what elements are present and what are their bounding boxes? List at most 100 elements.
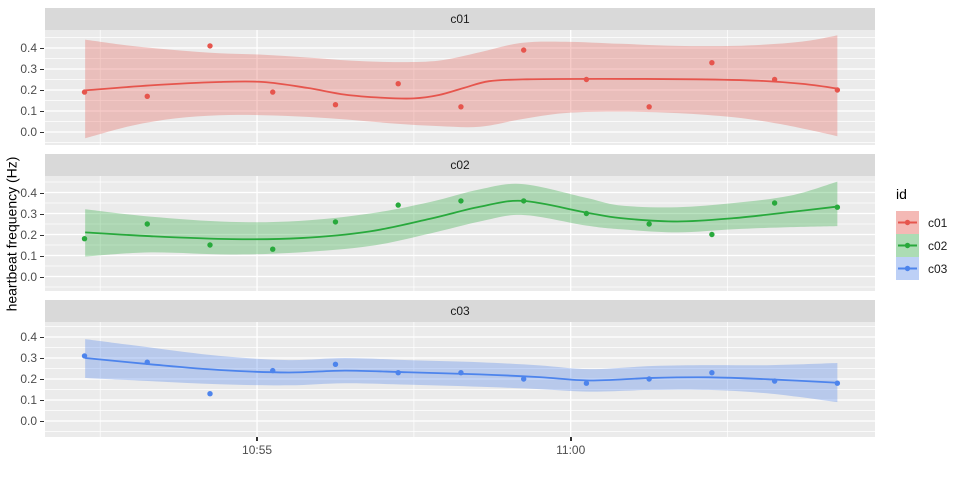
- data-point: [646, 104, 652, 110]
- legend-key-marker: [898, 242, 917, 249]
- plot-panel-c02: [45, 176, 875, 291]
- facet-strip-c03: c03: [45, 300, 875, 322]
- data-point: [771, 378, 778, 384]
- legend-swatch-c01: [896, 211, 919, 234]
- y-tick-mark: [40, 111, 44, 112]
- data-point: [395, 370, 401, 376]
- y-tick-mark: [40, 213, 44, 215]
- data-point: [207, 242, 213, 248]
- confidence-band: [85, 181, 838, 257]
- data-point: [458, 104, 464, 110]
- legend-point: [904, 219, 911, 226]
- legend-title: id: [896, 186, 907, 202]
- data-point: [834, 204, 841, 210]
- y-tick-label: 0.4: [20, 185, 37, 200]
- y-tick-label: 0.2: [20, 83, 37, 97]
- data-point: [646, 376, 652, 382]
- plot-area-c01: [45, 30, 875, 145]
- y-tick-mark: [40, 255, 44, 257]
- y-tick-label: 0.1: [20, 393, 37, 407]
- x-axis: 10:55 11:00: [45, 437, 875, 461]
- y-tick-mark: [40, 234, 44, 236]
- x-tick-label: 11:00: [556, 443, 586, 457]
- data-point: [270, 367, 276, 374]
- data-point: [458, 198, 464, 204]
- y-tick-label: 0.4: [20, 41, 37, 55]
- y-tick-label: 0.0: [20, 269, 37, 284]
- y-tick-label: 0.0: [20, 414, 37, 428]
- y-tick-label: 0.1: [20, 248, 37, 263]
- y-tick-mark: [40, 400, 44, 401]
- data-point: [270, 246, 276, 252]
- x-tick-mark: [256, 437, 259, 441]
- data-point: [207, 391, 213, 397]
- legend-key-c01: c01: [896, 211, 960, 234]
- data-point: [207, 43, 213, 49]
- y-axis-c03: 0.4 0.3 0.2 0.1 0.0: [0, 322, 45, 437]
- data-point: [144, 359, 150, 365]
- facet-strip-c02: c02: [45, 154, 875, 176]
- data-point: [458, 370, 464, 376]
- facet-strip-label: c03: [450, 304, 470, 318]
- data-point: [771, 76, 778, 83]
- y-tick-mark: [40, 276, 44, 278]
- data-point: [709, 60, 715, 66]
- facet-strip-label: c01: [450, 12, 470, 26]
- data-point: [771, 200, 778, 206]
- y-tick-mark: [40, 421, 44, 422]
- legend-swatch-c02: [896, 234, 919, 257]
- y-tick-mark: [40, 337, 44, 338]
- data-point: [395, 81, 401, 87]
- legend-key-c03: c03: [896, 257, 960, 280]
- y-tick-label: 0.2: [20, 227, 37, 242]
- y-tick-label: 0.3: [20, 351, 37, 365]
- legend-key-c02: c02: [896, 234, 960, 257]
- legend: id c01 c02 c03: [896, 186, 960, 280]
- x-tick-mark: [569, 437, 572, 441]
- legend-key-marker: [898, 265, 917, 272]
- data-point: [646, 221, 652, 227]
- data-point: [332, 219, 339, 225]
- y-tick-label: 0.3: [20, 206, 37, 221]
- confidence-band: [85, 35, 838, 139]
- data-point: [709, 231, 715, 238]
- y-tick-mark: [40, 192, 44, 194]
- facet-strip-label: c02: [450, 158, 470, 172]
- data-point: [709, 370, 715, 376]
- plot-area-c03: [45, 322, 875, 437]
- y-axis-c01: 0.4 0.3 0.2 0.1 0.0: [0, 30, 45, 145]
- y-tick-label: 0.2: [20, 372, 37, 386]
- data-point: [395, 202, 401, 208]
- data-point: [520, 376, 527, 382]
- x-tick-label: 10:55: [242, 443, 273, 457]
- data-point: [583, 210, 590, 217]
- y-tick-label: 0.0: [20, 125, 37, 139]
- legend-label-c02: c02: [928, 238, 948, 253]
- y-tick-mark: [40, 379, 44, 380]
- legend-swatch-c03: [896, 257, 919, 280]
- y-tick-mark: [40, 90, 44, 91]
- y-axis-c02: 0.4 0.3 0.2 0.1 0.0: [0, 176, 45, 291]
- smooth-line: [85, 199, 838, 241]
- y-tick-label: 0.3: [20, 62, 37, 76]
- y-tick-label: 0.4: [20, 330, 37, 344]
- data-point: [81, 353, 88, 359]
- y-tick-mark: [40, 358, 44, 359]
- plot-panel-c01: [45, 30, 875, 145]
- y-tick-label: 0.1: [20, 104, 37, 118]
- data-point: [834, 87, 841, 93]
- data-point: [81, 236, 88, 242]
- smooth-line: [85, 357, 838, 384]
- data-point: [332, 361, 339, 367]
- y-tick-mark: [40, 48, 44, 49]
- data-point: [520, 47, 527, 53]
- y-tick-mark: [40, 132, 44, 133]
- smooth-line: [85, 77, 838, 100]
- data-point: [270, 89, 276, 95]
- data-point: [144, 93, 150, 99]
- data-point: [583, 76, 590, 83]
- data-point: [583, 380, 590, 386]
- facet-strip-c01: c01: [45, 8, 875, 30]
- data-point: [834, 380, 841, 386]
